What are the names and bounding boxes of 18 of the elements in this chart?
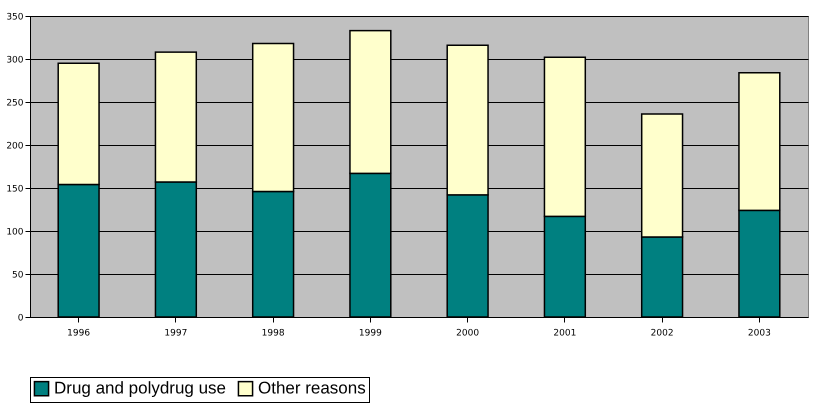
y-tick-label: 100	[6, 228, 24, 238]
x-tick-label: 2002	[650, 328, 674, 338]
y-tick-label: 50	[12, 270, 24, 280]
y-tick-label: 300	[6, 56, 24, 66]
x-tick-label: 2000	[456, 328, 480, 338]
y-tick-label: 350	[6, 12, 24, 22]
x-tick-label: 1999	[358, 328, 382, 338]
legend-label: Other reasons	[258, 378, 366, 398]
y-tick-label: 150	[6, 184, 24, 194]
x-tick-label: 2001	[553, 328, 576, 338]
x-tick-label: 1996	[67, 328, 90, 338]
y-tick-label: 200	[6, 142, 24, 152]
y-tick-label: 0	[18, 314, 24, 324]
x-tick-label: 1998	[262, 328, 285, 338]
x-tick-label: 1997	[164, 328, 188, 338]
x-tick-label: 2003	[748, 328, 771, 338]
legend-label: Drug and polydrug use	[54, 378, 226, 398]
y-tick-label: 250	[6, 98, 24, 108]
